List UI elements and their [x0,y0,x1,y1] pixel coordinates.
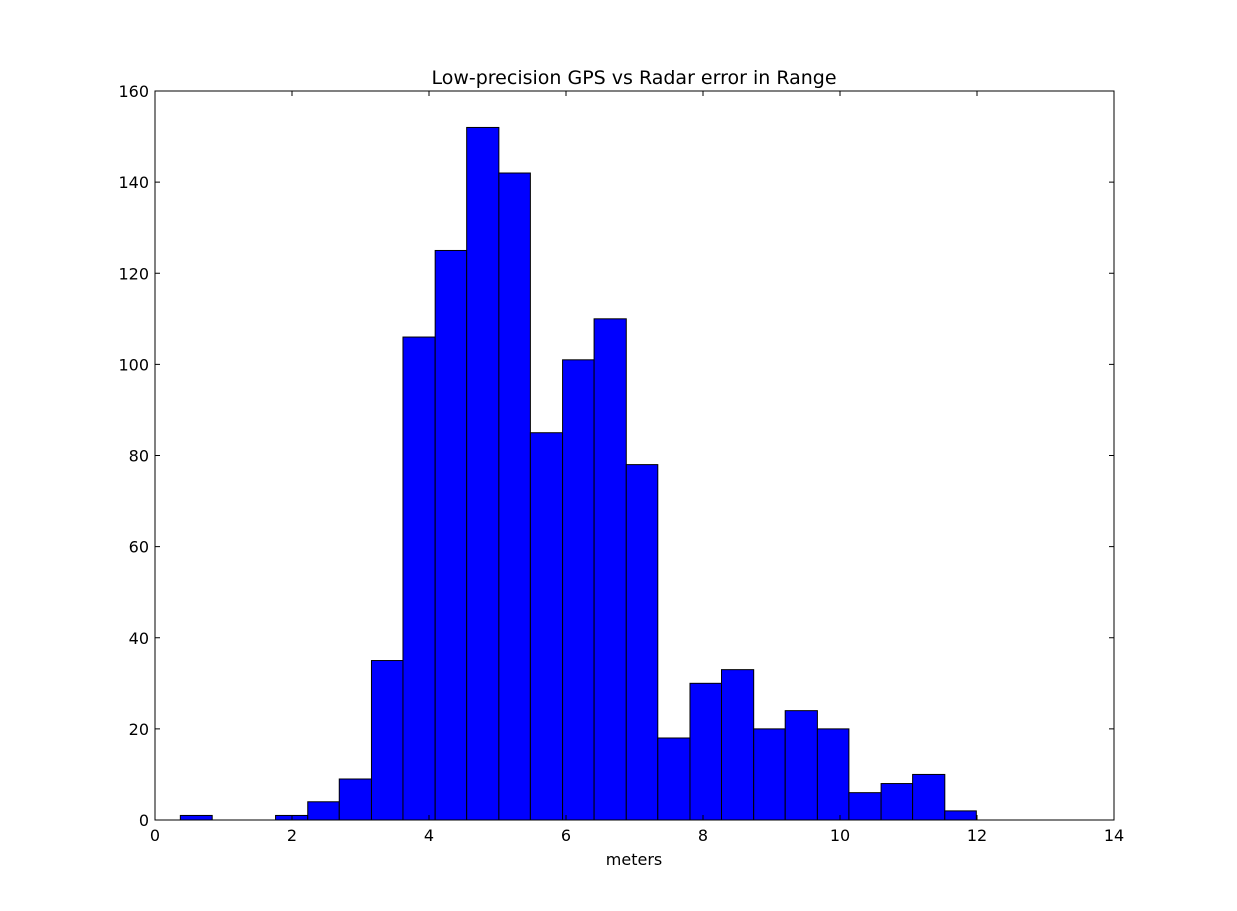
histogram-bar [689,682,722,821]
histogram-bar [434,249,468,821]
histogram-bar [562,359,595,821]
y-tick-label: 20 [129,720,149,739]
histogram-bar [784,710,818,821]
y-tick-label: 0 [139,811,149,830]
y-tick-label: 40 [129,629,149,648]
x-tick-label: 12 [967,826,987,845]
histogram-bar [529,432,564,821]
histogram-bar [816,728,850,821]
histogram-bar [593,318,627,821]
histogram-bar [498,172,531,821]
histogram-bar [912,773,946,821]
histogram-bar [657,737,691,821]
histogram-bar [848,792,882,821]
x-tick-label: 10 [830,826,850,845]
histogram-bar [338,778,372,821]
histogram-bar [944,810,977,821]
chart-title: Low-precision GPS vs Radar error in Rang… [431,67,836,89]
x-tick-label: 2 [287,826,297,845]
x-tick-label: 4 [424,826,434,845]
histogram-bar [625,464,659,821]
bars-group [179,126,977,821]
x-tick-label: 6 [561,826,571,845]
histogram-bar [880,783,914,821]
x-tick-label: 14 [1104,826,1124,845]
histogram-bar [720,669,755,821]
histogram-bar [179,814,213,821]
y-tick-label: 120 [118,264,149,283]
y-tick-label: 100 [118,355,149,374]
histogram-bar [753,728,786,821]
y-tick-label: 60 [129,538,149,557]
histogram-bar [466,126,500,821]
y-tick-label: 140 [118,173,149,192]
histogram-bar [307,801,340,821]
y-tick-label: 80 [129,447,149,466]
histogram-bar [370,660,404,821]
x-axis-label: meters [606,850,662,869]
y-tick-label: 160 [118,82,149,101]
x-tick-label: 0 [150,826,160,845]
plot-frame [154,90,1115,821]
histogram-bar [402,336,436,821]
x-tick-label: 8 [698,826,708,845]
